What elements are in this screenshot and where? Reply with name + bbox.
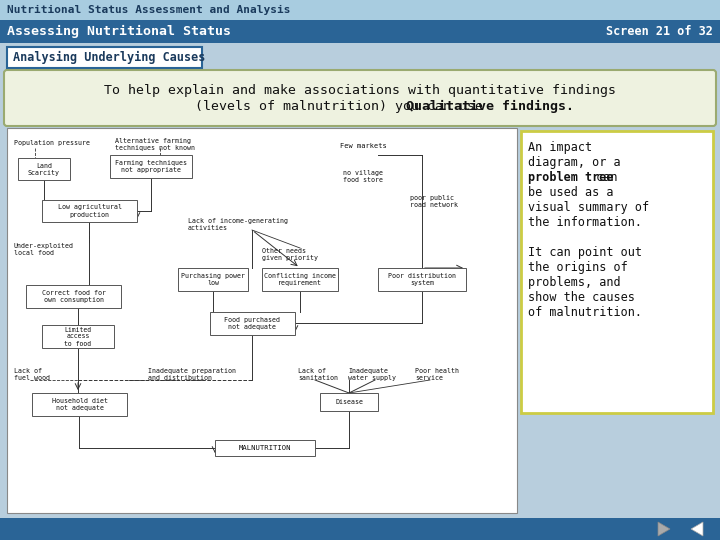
Text: (levels of malnutrition) you can use: (levels of malnutrition) you can use (194, 100, 491, 113)
Bar (32, 393, 127, 416)
Text: Land
Scarcity: Land Scarcity (28, 163, 60, 176)
Text: Inadequate
water supply: Inadequate water supply (348, 368, 396, 381)
Bar (7, 47, 202, 68)
Text: Other needs
given priority: Other needs given priority (262, 248, 318, 261)
Text: Disease: Disease (335, 399, 363, 405)
Text: Food purchased
not adequate: Food purchased not adequate (225, 317, 281, 330)
Bar (42, 325, 114, 348)
Bar (0, 518, 720, 540)
Text: Qualitative findings.: Qualitative findings. (405, 100, 574, 113)
Text: Farming techniques
not appropriate: Farming techniques not appropriate (115, 160, 187, 173)
Bar (26, 285, 121, 308)
Text: MALNUTRITION: MALNUTRITION (239, 445, 292, 451)
Text: of malnutrition.: of malnutrition. (528, 306, 642, 319)
Text: Inadequate preparation
and distribution: Inadequate preparation and distribution (148, 368, 236, 381)
Text: Few markets: Few markets (340, 143, 387, 149)
Bar (0, 20, 720, 43)
Bar (215, 440, 315, 456)
Bar (18, 158, 70, 180)
Bar (178, 268, 248, 291)
Text: Lack of
fuel wood: Lack of fuel wood (14, 368, 50, 381)
Text: no village
food store: no village food store (343, 170, 383, 183)
Polygon shape (691, 522, 703, 536)
Text: show the causes: show the causes (528, 291, 635, 304)
Text: Under-exploited
local food: Under-exploited local food (14, 243, 74, 256)
Text: An impact: An impact (528, 141, 592, 154)
Text: Population pressure: Population pressure (14, 140, 90, 146)
Text: To help explain and make associations with quantitative findings: To help explain and make associations wi… (104, 84, 616, 97)
Bar (320, 393, 378, 411)
Text: visual summary of: visual summary of (528, 201, 649, 214)
Text: Alternative farming
techniques not known: Alternative farming techniques not known (115, 138, 195, 151)
Bar (0, 0, 720, 20)
Text: Purchasing power
low: Purchasing power low (181, 273, 245, 286)
Bar (378, 268, 466, 291)
Text: Low agricultural
production: Low agricultural production (58, 205, 122, 218)
Text: Assessing Nutritional Status: Assessing Nutritional Status (7, 25, 231, 38)
Bar (521, 131, 713, 413)
Text: Analysing Underlying Causes: Analysing Underlying Causes (13, 51, 205, 64)
Bar (42, 200, 137, 222)
Bar (210, 312, 295, 335)
Text: Conflicting income
requirement: Conflicting income requirement (264, 273, 336, 286)
Text: Screen 21 of 32: Screen 21 of 32 (606, 25, 713, 38)
Text: diagram, or a: diagram, or a (528, 156, 621, 169)
Text: be used as a: be used as a (528, 186, 613, 199)
Text: It can point out: It can point out (528, 246, 642, 259)
Text: problem tree: problem tree (528, 171, 613, 184)
Bar (7, 128, 517, 513)
Text: Poor distribution
system: Poor distribution system (388, 273, 456, 286)
Text: Correct food for
own consumption: Correct food for own consumption (42, 290, 106, 303)
Text: Household diet
not adequate: Household diet not adequate (52, 398, 107, 411)
Bar (262, 268, 338, 291)
Text: the information.: the information. (528, 216, 642, 229)
FancyBboxPatch shape (4, 70, 716, 126)
Text: can: can (589, 171, 618, 184)
Text: poor public
road network: poor public road network (410, 195, 458, 208)
Text: Limited
access
to food: Limited access to food (64, 327, 91, 347)
Text: Lack of
sanitation: Lack of sanitation (298, 368, 338, 381)
Text: Nutritional Status Assessment and Analysis: Nutritional Status Assessment and Analys… (7, 5, 290, 15)
Text: problems, and: problems, and (528, 276, 621, 289)
Text: Lack of income-generating
activities: Lack of income-generating activities (188, 218, 288, 231)
Polygon shape (658, 522, 670, 536)
Bar (110, 155, 192, 178)
Text: the origins of: the origins of (528, 261, 628, 274)
Text: Poor health
service: Poor health service (415, 368, 459, 381)
